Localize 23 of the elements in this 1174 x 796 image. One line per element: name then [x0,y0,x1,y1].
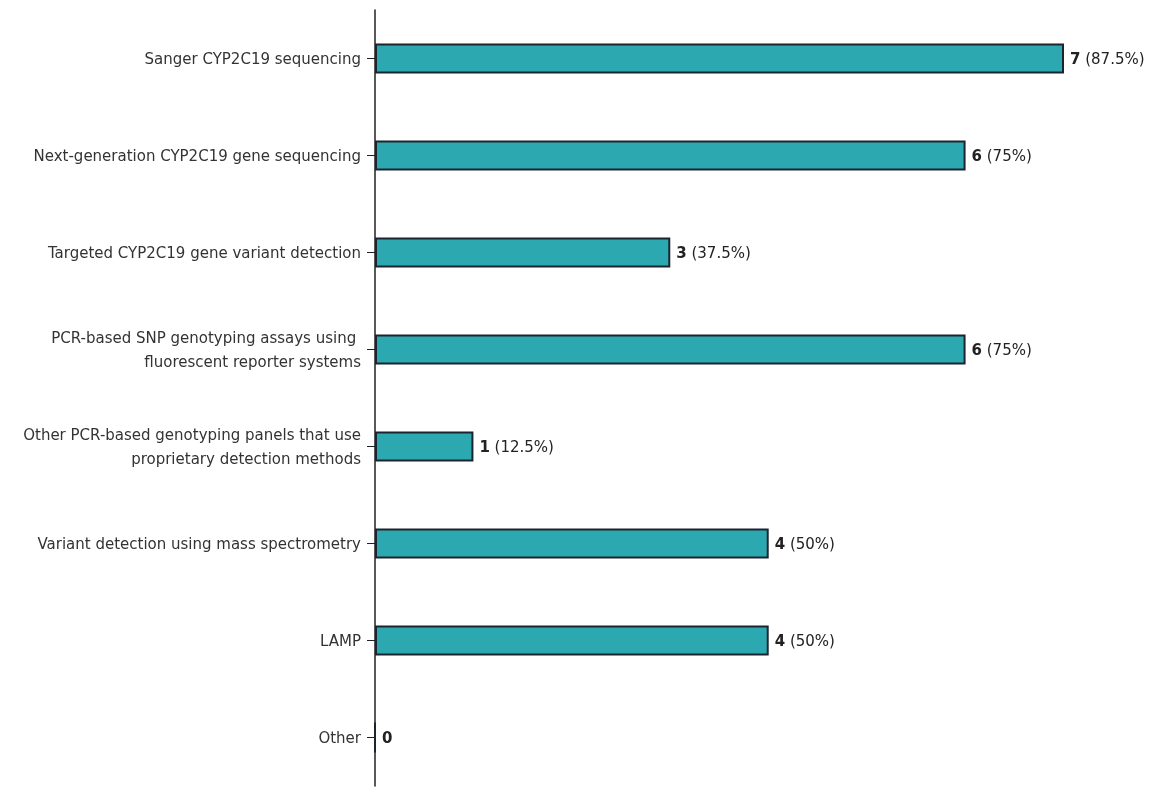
data-label: 7 (87.5%) [1070,49,1145,68]
y-tick-label: Targeted CYP2C19 gene variant detection [46,243,361,262]
bar [375,431,474,462]
data-label: 6 (75%) [971,340,1032,359]
data-label: 3 (37.5%) [676,243,751,262]
bar [375,140,966,171]
bar [375,237,671,268]
bar [375,334,966,365]
y-tick-label: LAMP [320,631,361,650]
data-label: 0 [382,728,393,747]
data-label: 1 (12.5%) [479,437,554,456]
data-label: 4 (50%) [774,534,835,553]
y-tick-label: Sanger CYP2C19 sequencing [144,49,361,68]
data-label: 6 (75%) [971,146,1032,165]
bar [375,43,1064,74]
y-tick-label: Next-generation CYP2C19 gene sequencing [33,146,361,165]
y-tick-label: PCR-based SNP genotyping assays using fluorescent reporter systems [51,328,362,371]
y-tick-label: Variant detection using mass spectrometry [37,534,362,553]
bar [375,528,769,559]
bar [375,625,769,656]
y-tick-label: Other PCR-based genotyping panels that use proprietary detection methods [23,425,362,468]
data-label: 4 (50%) [774,631,835,650]
y-tick-label: Other [318,728,362,747]
